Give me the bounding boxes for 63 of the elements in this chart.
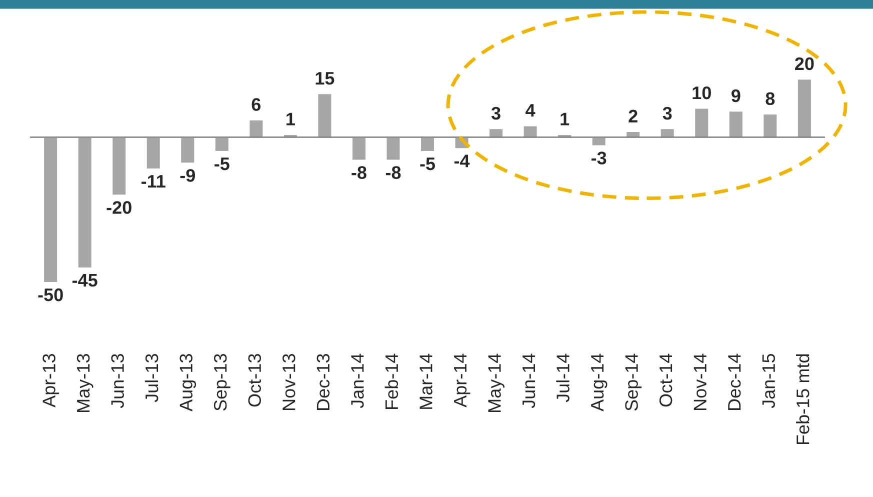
bar bbox=[316, 92, 333, 138]
bar bbox=[145, 136, 162, 170]
data-label: -11 bbox=[142, 175, 166, 188]
data-label: 1 bbox=[560, 112, 570, 126]
x-tick-label: Sep-13 bbox=[214, 354, 230, 411]
bar bbox=[694, 107, 710, 138]
x-tick-label: Jul-14 bbox=[556, 354, 570, 402]
x-tick-label: Feb-15 mtd bbox=[796, 354, 810, 444]
bar bbox=[180, 136, 196, 164]
data-label: -50 bbox=[38, 288, 63, 302]
data-label: 8 bbox=[766, 92, 775, 106]
bar bbox=[728, 110, 744, 138]
x-tick-label: Aug-14 bbox=[591, 354, 608, 412]
data-label: 1 bbox=[286, 112, 295, 126]
x-tick-label: Dec-13 bbox=[316, 354, 330, 410]
x-tick-label: May-13 bbox=[76, 354, 94, 412]
data-label: 20 bbox=[795, 57, 814, 70]
data-label: 3 bbox=[662, 106, 672, 120]
data-label: 15 bbox=[316, 72, 334, 85]
x-tick-label: Aug-13 bbox=[180, 354, 196, 412]
bar bbox=[420, 136, 436, 152]
x-tick-label: Jun-14 bbox=[522, 354, 536, 408]
data-label: -5 bbox=[214, 158, 230, 170]
x-tick-label: Sep-14 bbox=[625, 354, 642, 411]
x-tick-label: Jun-13 bbox=[111, 354, 124, 408]
data-label: 9 bbox=[732, 89, 740, 102]
x-tick-label: May-14 bbox=[488, 354, 504, 412]
bar bbox=[111, 136, 127, 196]
x-tick-label: Jan-14 bbox=[351, 354, 364, 408]
bar bbox=[488, 128, 504, 138]
data-label: -3 bbox=[592, 152, 606, 164]
x-tick-label: Apr-14 bbox=[454, 354, 470, 408]
data-label: 6 bbox=[252, 98, 261, 111]
x-tick-label: Apr-13 bbox=[42, 354, 59, 408]
x-tick-label: Jan-15 bbox=[762, 354, 776, 408]
bar bbox=[214, 136, 230, 152]
x-tick-label: Jul-13 bbox=[144, 354, 158, 402]
bar bbox=[385, 136, 402, 162]
bar bbox=[42, 136, 58, 284]
data-label: -9 bbox=[180, 169, 195, 182]
x-tick-label: Mar-14 bbox=[420, 354, 432, 409]
x-tick-label: Nov-13 bbox=[282, 354, 296, 410]
data-label: -45 bbox=[72, 274, 98, 287]
bar bbox=[659, 128, 676, 138]
x-tick-label: Feb-14 bbox=[384, 354, 398, 409]
bar bbox=[248, 118, 264, 138]
data-label: 10 bbox=[692, 86, 711, 100]
data-label: -5 bbox=[420, 158, 436, 170]
data-label: 2 bbox=[628, 110, 638, 122]
x-tick-label: Nov-14 bbox=[694, 354, 706, 410]
bar bbox=[762, 113, 778, 138]
data-label: -20 bbox=[106, 201, 132, 214]
data-label: -8 bbox=[352, 166, 366, 179]
bar bbox=[76, 136, 93, 269]
bar bbox=[796, 78, 812, 138]
x-tick-label: Oct-14 bbox=[659, 354, 672, 407]
data-label: -4 bbox=[454, 154, 470, 168]
data-label: -8 bbox=[386, 166, 401, 179]
x-tick-label: Dec-14 bbox=[728, 354, 741, 410]
data-label: 4 bbox=[526, 104, 536, 117]
x-tick-label: Oct-13 bbox=[248, 354, 262, 407]
data-label: 3 bbox=[491, 106, 500, 120]
bar bbox=[351, 136, 367, 162]
